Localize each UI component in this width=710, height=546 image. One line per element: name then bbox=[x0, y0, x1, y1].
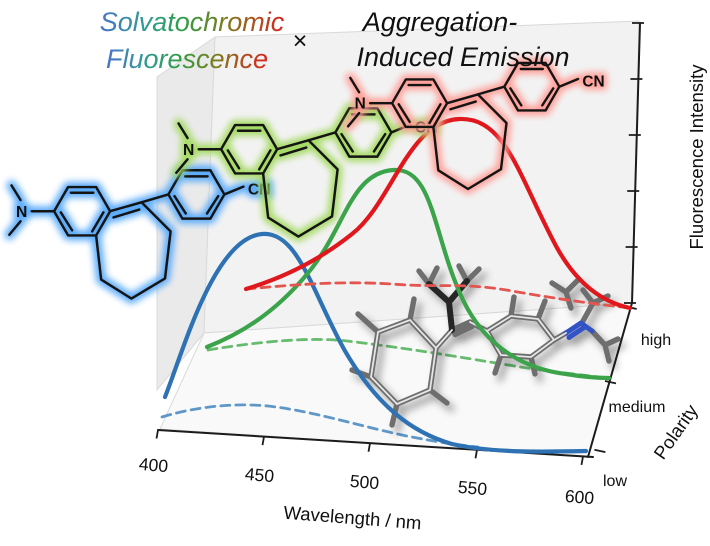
amine-label: N bbox=[183, 142, 194, 159]
curve-red-dashed bbox=[244, 281, 633, 310]
x-tick-label-450: 450 bbox=[244, 464, 275, 486]
curve-green-dashed bbox=[206, 338, 609, 380]
x-tick-label-400: 400 bbox=[138, 454, 169, 476]
x-tick-label-500: 500 bbox=[349, 471, 380, 493]
amine-label-glow: N bbox=[183, 142, 194, 159]
molecule-red: N CN N CN bbox=[348, 63, 608, 189]
title-fluorescence: Fluorescence bbox=[106, 44, 268, 74]
amine-label: N bbox=[355, 96, 366, 113]
nitrile-label-glow: CN bbox=[582, 74, 604, 91]
x-axis-title: Wavelength / nm bbox=[283, 502, 422, 534]
curve-blue-solid bbox=[162, 231, 589, 454]
amine-label: N bbox=[16, 204, 27, 221]
title-solvatochromic: Solvatochromic bbox=[100, 7, 285, 37]
x-tick-label-550: 550 bbox=[457, 477, 488, 499]
polarity-level-medium: medium bbox=[609, 399, 666, 416]
title-aggregation: Aggregation- bbox=[361, 7, 518, 37]
nitrile-label: CN bbox=[582, 74, 604, 91]
amine-label-glow: N bbox=[355, 96, 366, 113]
x-tick-label-600: 600 bbox=[564, 486, 595, 508]
intensity-axis-title: Fluorescence Intensity bbox=[686, 64, 707, 250]
curve-green-solid bbox=[204, 167, 612, 381]
curve-blue-dashed bbox=[160, 403, 480, 449]
intensity-axis bbox=[624, 22, 644, 304]
multiply-icon: × bbox=[293, 27, 308, 55]
polarity-level-high: high bbox=[641, 332, 671, 349]
curve-red-solid bbox=[243, 116, 633, 311]
polarity-level-low: low bbox=[603, 473, 627, 490]
title-induced-emission: Induced Emission bbox=[356, 42, 569, 72]
amine-label-glow: N bbox=[16, 204, 27, 221]
